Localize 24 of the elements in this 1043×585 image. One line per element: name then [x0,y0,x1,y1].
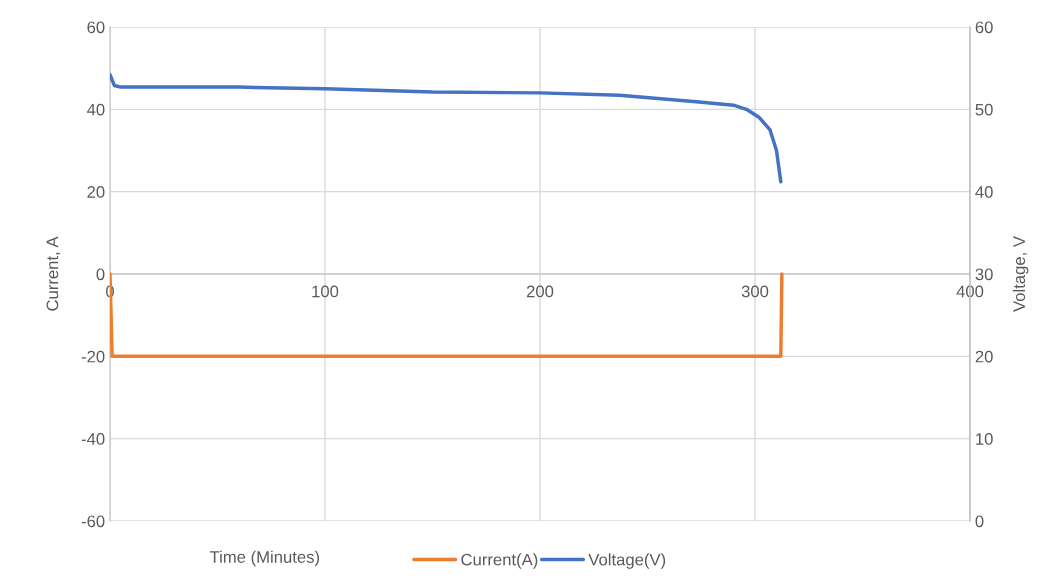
x-tick-label: 300 [741,285,769,298]
y-tick-label: 20 [87,186,105,198]
y2-tick-label: 20 [975,350,993,363]
legend-label: Current(A) [461,553,538,569]
y2-tick-label: 60 [975,21,993,34]
y-tick-label: -60 [81,515,105,528]
x-tick-label: 100 [312,285,339,298]
y2-tick-label: 0 [975,515,984,528]
x-tick-label: 200 [526,285,554,298]
y2-tick-label: 30 [975,268,993,281]
x-tick-label: 400 [956,285,984,298]
y2-axis-title: Voltage, V [1012,236,1029,312]
x-axis-title: Time (Minutes) [209,550,320,567]
y-axis-title: Current, A [46,236,61,311]
y-tick-label: -20 [81,350,105,363]
legend-label: Voltage(V) [588,553,666,569]
y2-tick-label: 50 [975,103,993,116]
y-tick-label: 0 [96,268,105,281]
y2-tick-label: 40 [975,186,993,198]
y-tick-label: 60 [87,21,105,34]
y-tick-label: -40 [81,433,105,445]
y2-tick-label: 10 [976,433,993,445]
y-tick-label: 40 [86,103,105,116]
line-series [110,73,783,184]
